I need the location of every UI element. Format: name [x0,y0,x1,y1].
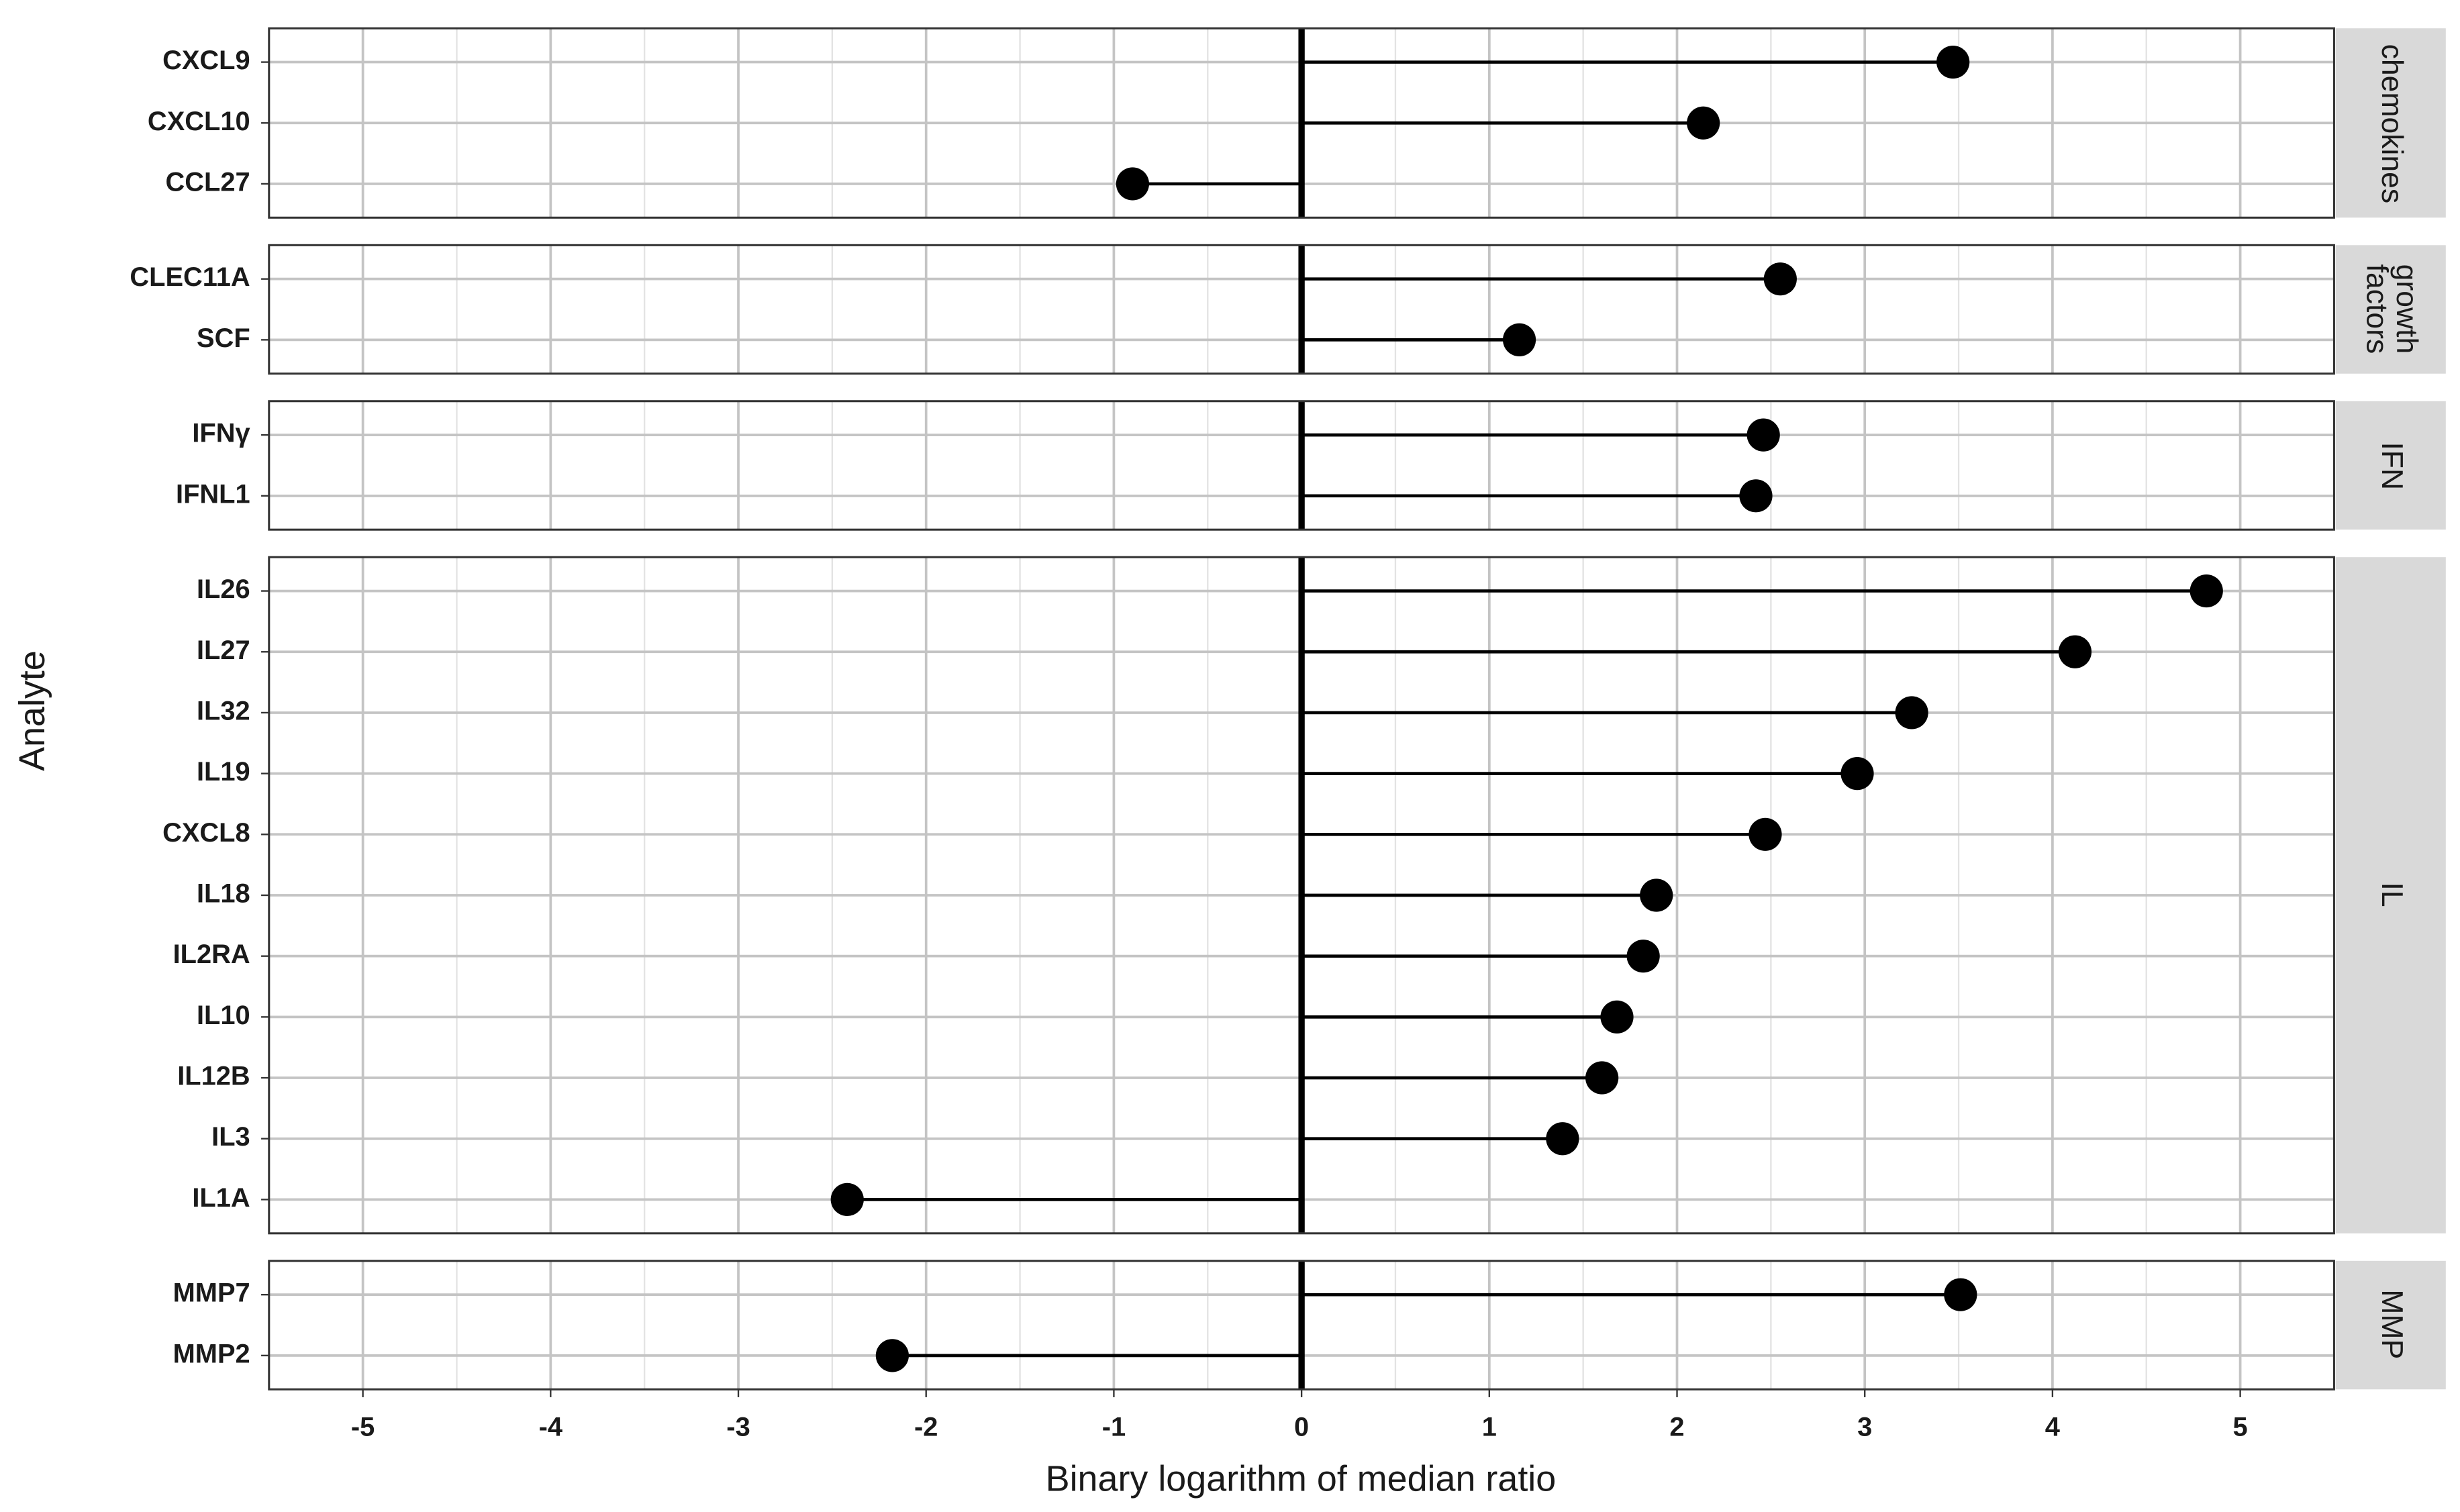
y-tick-label: CCL27 [166,167,250,197]
x-tick-label: 1 [1482,1412,1497,1442]
lollipop-dot [2058,635,2092,668]
lollipop-dot [1626,940,1660,973]
y-tick-label: IL2RA [173,940,250,969]
y-tick-label: IL3 [211,1122,250,1152]
y-tick-label: CXCL8 [162,818,250,848]
y-tick-label: SCF [197,323,250,353]
x-tick-label: -2 [914,1412,938,1442]
lollipop-dot [1116,167,1149,201]
strip: growth factors [2359,264,2422,354]
lollipop-dot [1585,1061,1619,1095]
lollipop-dot [1502,323,1536,356]
x-tick-label: 3 [1857,1412,1872,1442]
lollipop-dot [875,1339,909,1372]
y-tick-label: IFNL1 [176,479,250,509]
strip-background [2335,1260,2446,1390]
x-tick-label: -1 [1102,1412,1126,1442]
panel-border [268,556,2335,1235]
strip: IL [2374,883,2408,908]
lollipop-dot [1687,106,1720,140]
y-tick-label: IL1A [192,1183,250,1213]
lollipop-dot [1739,479,1773,513]
strip-background [2335,28,2446,218]
strip: IFN [2374,441,2408,490]
x-tick-label: 0 [1294,1412,1309,1442]
y-tick-label: IL19 [197,757,250,787]
facet-label: MMP [2374,1290,2408,1360]
lollipop-dot [1936,45,1970,79]
y-tick-label: IL32 [197,696,250,725]
panel-border [268,27,2335,219]
facet-label: growth factors [2359,264,2422,354]
y-tick-label: IL26 [197,574,250,604]
lollipop-dot [1840,757,1874,791]
panel-border [268,400,2335,531]
strip-background [2335,401,2446,530]
y-tick-label: CXCL10 [148,107,250,136]
y-tick-label: MMP2 [173,1339,250,1368]
x-tick-label: -4 [539,1412,562,1442]
lollipop-dot [1895,696,1928,729]
y-axis-label: Analyte [12,650,52,771]
facet-label: IFN [2374,441,2408,490]
lollipop-dot [2190,574,2223,608]
y-tick-label: MMP7 [173,1278,250,1308]
panel-border [268,244,2335,375]
panel-border [268,1260,2335,1391]
lollipop-dot [1640,878,1673,912]
y-tick-label: IFNγ [192,419,250,448]
x-tick-label: -3 [726,1412,750,1442]
x-tick-label: 2 [1669,1412,1684,1442]
x-tick-label: 5 [2233,1412,2248,1442]
y-tick-label: IL27 [197,636,250,665]
lollipop-dot [1600,1000,1634,1034]
facet-label: chemokines [2374,43,2408,203]
strip: MMP [2374,1290,2408,1360]
facet-label: IL [2374,883,2408,908]
lollipop-dot [1746,418,1780,452]
strip: chemokines [2374,43,2408,203]
y-tick-label: IL12B [177,1062,250,1091]
y-tick-label: IL10 [197,1001,250,1030]
y-tick-label: CLEC11A [130,262,250,292]
y-tick-label: CXCL9 [162,46,250,75]
lollipop-dot [1749,817,1782,851]
strip-background [2335,557,2446,1233]
lollipop-dot [1944,1278,1977,1311]
lollipop-dot [1763,262,1797,296]
strip-background [2335,245,2446,374]
x-axis-label: Binary logarithm of median ratio [1046,1459,1557,1499]
y-tick-label: IL18 [197,879,250,909]
lollipop-dot [1546,1122,1579,1156]
x-tick-label: 4 [2045,1412,2060,1442]
x-tick-label: -5 [351,1412,375,1442]
lollipop-dot [830,1182,864,1217]
